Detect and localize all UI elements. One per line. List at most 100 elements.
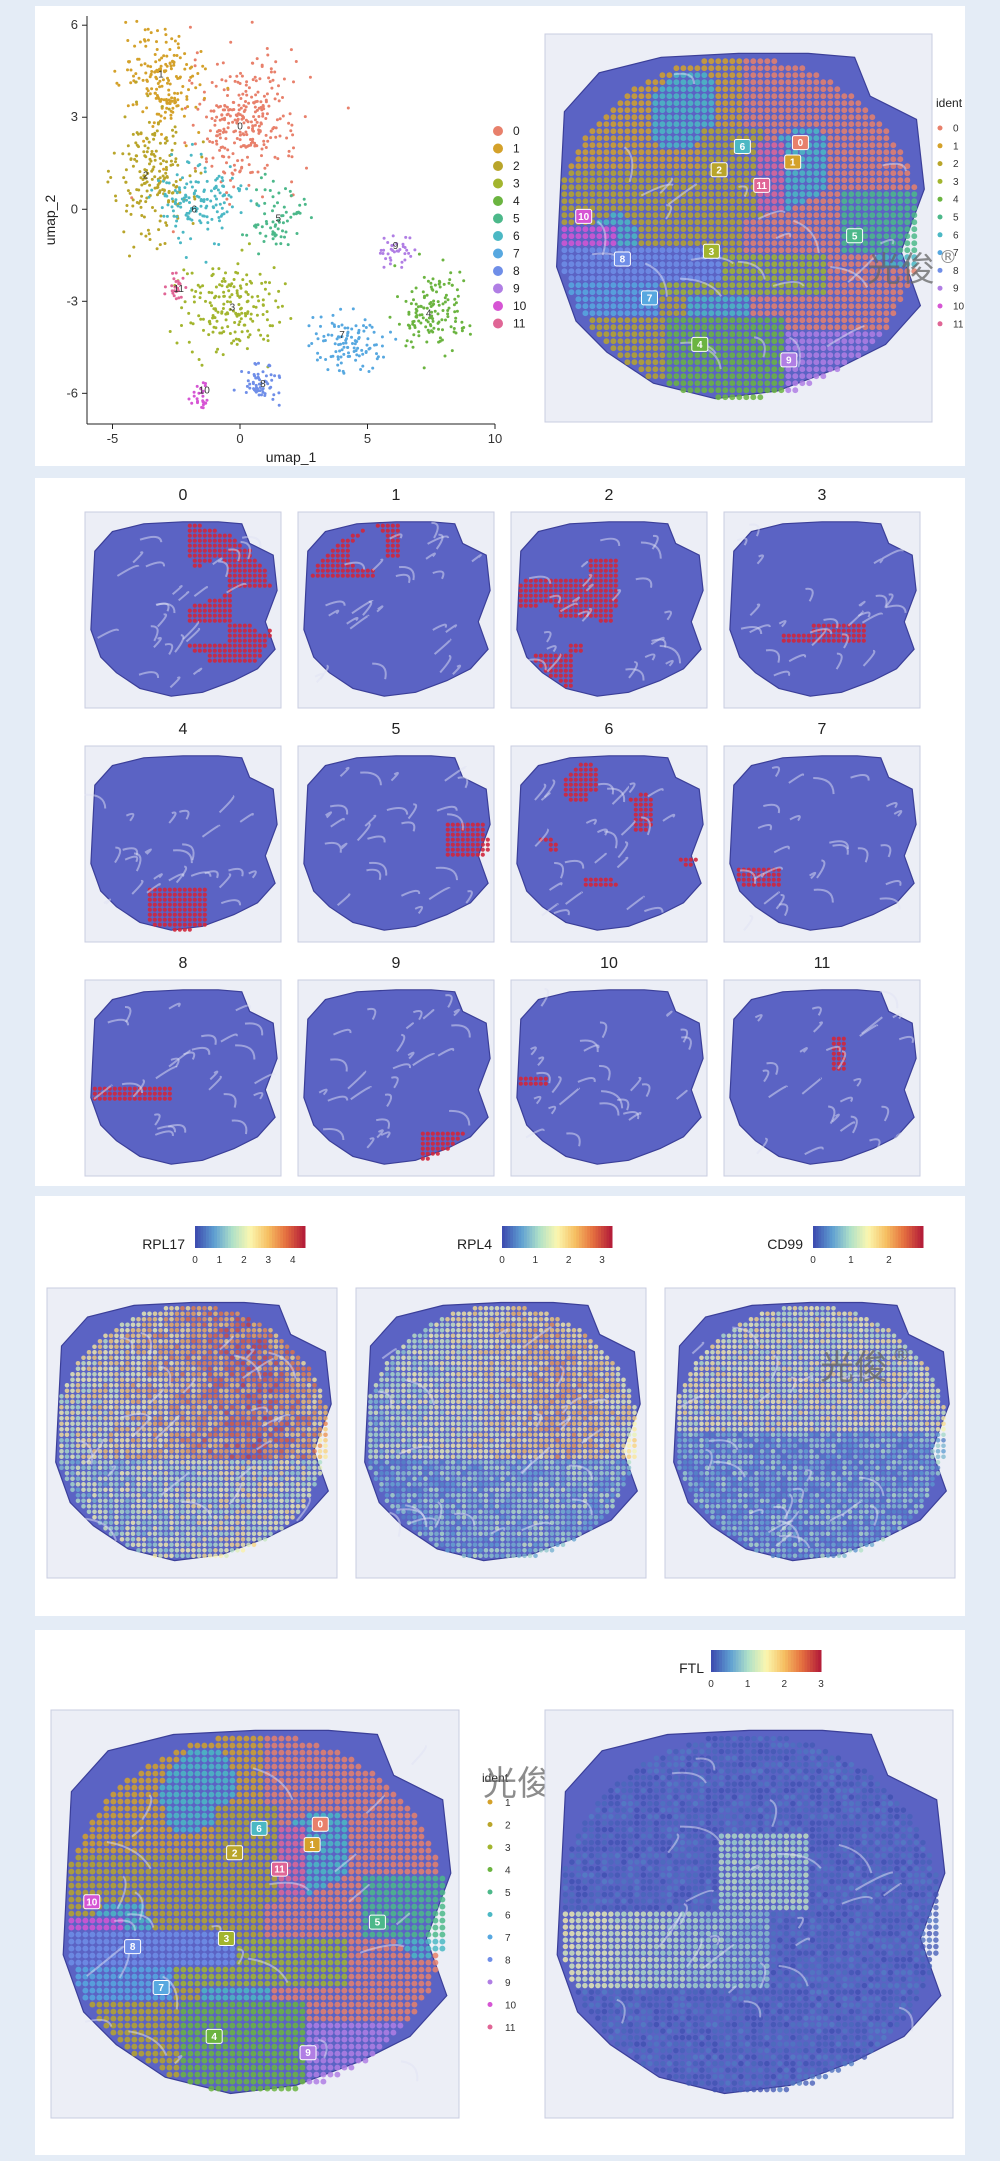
spot [701, 296, 708, 303]
umap-point [156, 122, 160, 126]
spot [573, 608, 578, 613]
umap-cluster-label: 6 [191, 204, 197, 215]
spot [785, 317, 792, 324]
umap-point [199, 204, 203, 208]
spot [589, 254, 596, 261]
tissue-fold [599, 1065, 611, 1081]
spot [813, 170, 820, 177]
spot [890, 247, 897, 254]
spot [778, 366, 785, 373]
spot [227, 608, 232, 613]
umap-point [425, 293, 429, 297]
spot [217, 543, 222, 548]
spot [648, 807, 653, 812]
spot [834, 198, 841, 205]
spot [785, 72, 792, 79]
spot [638, 128, 645, 135]
spot [743, 107, 750, 114]
spot [645, 219, 652, 226]
spot [460, 852, 465, 857]
spot [743, 366, 750, 373]
umap-point [217, 174, 221, 178]
spot [771, 303, 778, 310]
spot [694, 373, 701, 380]
spot [862, 240, 869, 247]
spot [335, 543, 340, 548]
spot [593, 573, 598, 578]
spot [117, 1096, 122, 1101]
spot [848, 107, 855, 114]
umap-point [433, 283, 437, 287]
spot [708, 366, 715, 373]
spot [785, 79, 792, 86]
spot [652, 93, 659, 100]
ident-legend-dot [937, 143, 943, 149]
spot [643, 792, 648, 797]
tissue-fold [239, 812, 254, 823]
spot [820, 219, 827, 226]
umap-point [436, 321, 440, 325]
spot [848, 296, 855, 303]
umap-point [226, 86, 230, 90]
umap-point [244, 130, 248, 134]
spot [869, 289, 876, 296]
umap-point [254, 93, 258, 97]
umap-point [240, 311, 244, 315]
spot [694, 380, 701, 387]
spot [643, 822, 648, 827]
spot [187, 548, 192, 553]
spot [543, 588, 548, 593]
tissue-fold [356, 822, 371, 842]
umap-point [270, 378, 274, 382]
spot [182, 887, 187, 892]
tissue-fold [93, 1084, 113, 1100]
spot [631, 177, 638, 184]
umap-point [257, 393, 261, 397]
spot [751, 867, 756, 872]
spot [97, 1086, 102, 1091]
spot [355, 573, 360, 578]
spot [743, 93, 750, 100]
umap-point [278, 320, 282, 324]
spot [687, 163, 694, 170]
spot [617, 149, 624, 156]
umap-point [271, 237, 275, 241]
spot [596, 247, 603, 254]
spot [722, 317, 729, 324]
spot [680, 107, 687, 114]
colorbar-segment [250, 1226, 254, 1248]
spot [596, 289, 603, 296]
spot [561, 177, 568, 184]
tissue-fold [881, 1105, 890, 1122]
tissue-fold [445, 624, 458, 633]
spot [666, 240, 673, 247]
spot [708, 191, 715, 198]
spot [573, 767, 578, 772]
umap-point [205, 398, 209, 402]
umap-point [277, 84, 280, 88]
tissue-fold [350, 1086, 372, 1101]
umap-point [198, 83, 202, 87]
umap-point [443, 296, 447, 300]
spot [187, 613, 192, 618]
umap-point [269, 136, 273, 140]
spot [192, 548, 197, 553]
spot [659, 170, 666, 177]
spot [659, 226, 666, 233]
spot [750, 93, 757, 100]
spot [778, 170, 785, 177]
spot [778, 338, 785, 345]
umap-point [290, 180, 294, 184]
umap-point [435, 290, 438, 294]
spot [869, 121, 876, 128]
spot [701, 226, 708, 233]
spot [687, 142, 694, 149]
spot [750, 247, 757, 254]
umap-point [249, 138, 252, 141]
spot [435, 1131, 440, 1136]
grid-panel-9 [297, 979, 495, 1177]
umap-point [140, 214, 144, 217]
spot [715, 86, 722, 93]
spot [897, 170, 904, 177]
spot [743, 240, 750, 247]
